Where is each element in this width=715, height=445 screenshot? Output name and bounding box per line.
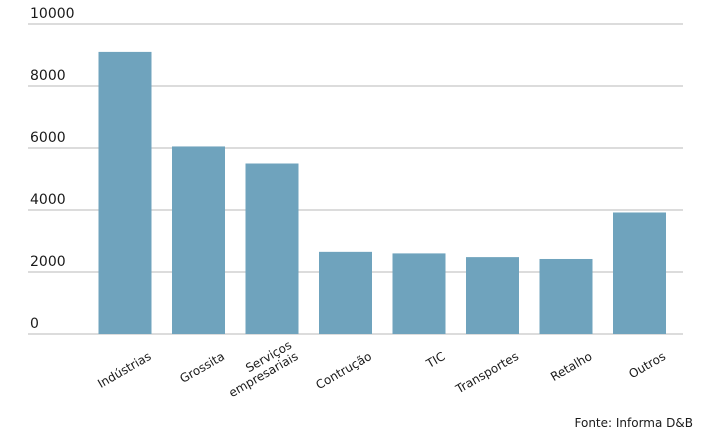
x-tick-label: Contrução: [313, 349, 374, 392]
y-tick-label: 6000: [30, 130, 66, 146]
x-tick-label: Serviçosempresariais: [220, 338, 301, 400]
bars: [98, 51, 666, 335]
y-tick-label: 8000: [30, 68, 66, 84]
bar-6: [539, 258, 593, 334]
x-tick-label: Outros: [626, 349, 668, 381]
x-tick-label: Indústrias: [95, 349, 153, 391]
x-tick-label: TIC: [423, 349, 448, 371]
y-tick-label: 0: [30, 316, 39, 332]
y-tick-label: 2000: [30, 254, 66, 270]
y-tick-label: 4000: [30, 192, 66, 208]
bar-7: [613, 212, 666, 334]
bar-4: [392, 253, 446, 334]
y-axis-ticks: 0 2000 4000 6000 8000 10000: [30, 6, 75, 332]
x-axis-labels: Indústrias Grossita Serviçosempresariais Co…: [95, 338, 668, 400]
x-tick-label: Retalho: [548, 349, 594, 384]
bar-1: [172, 146, 225, 334]
bar-3: [319, 251, 372, 334]
x-tick-label: Transportes: [453, 349, 521, 397]
source-note: Fonte: Informa D&B: [574, 416, 694, 430]
x-tick-label: Grossita: [177, 349, 227, 386]
bar-5: [466, 257, 519, 334]
bar-0: [98, 51, 152, 335]
bar-2: [245, 163, 299, 334]
y-tick-label: 10000: [30, 6, 75, 22]
